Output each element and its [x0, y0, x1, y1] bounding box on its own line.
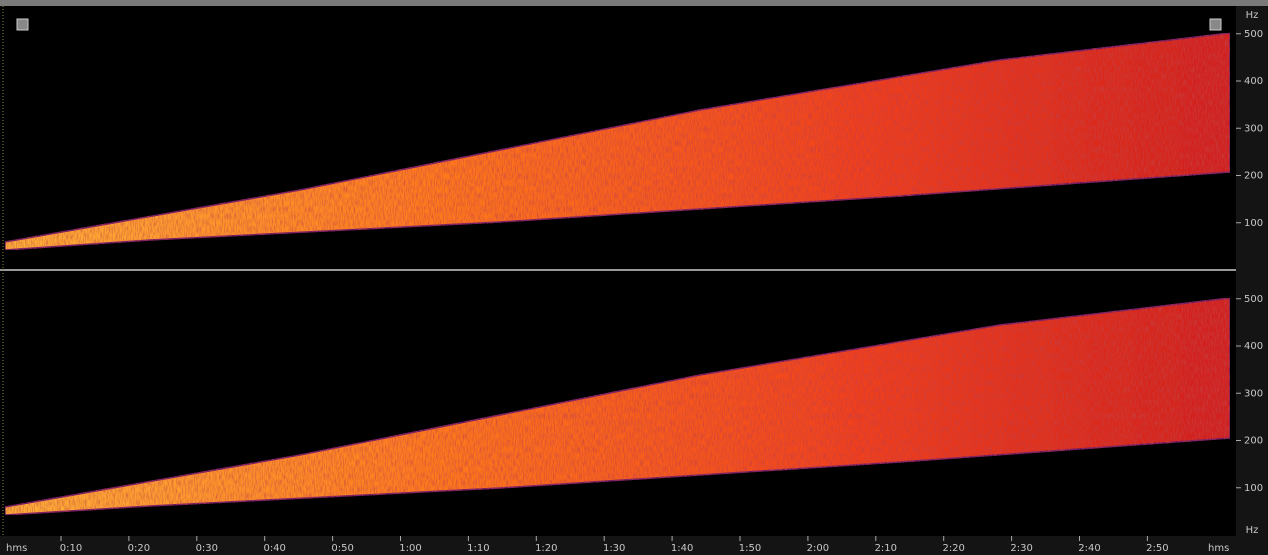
- top-bar: [0, 0, 1268, 6]
- tick-label: 2:10: [875, 543, 897, 554]
- frequency-ruler: [1236, 6, 1268, 555]
- unit-label: hms: [6, 543, 27, 554]
- tick-label: 300: [1244, 123, 1263, 134]
- tick-label: 400: [1244, 76, 1263, 87]
- tick-label: 300: [1244, 388, 1263, 399]
- tick-label: 0:50: [331, 543, 353, 554]
- tick-label: 1:30: [603, 543, 625, 554]
- tick-label: 1:50: [739, 543, 761, 554]
- tick-label: 1:10: [467, 543, 489, 554]
- tick-label: 500: [1244, 29, 1263, 40]
- zoom-button[interactable]: [1210, 19, 1221, 30]
- unit-label: Hz: [1246, 10, 1259, 21]
- unit-label: Hz: [1246, 525, 1259, 536]
- tick-label: 0:40: [263, 543, 285, 554]
- tick-label: 100: [1244, 483, 1263, 494]
- tick-label: 2:20: [942, 543, 964, 554]
- tick-label: 0:30: [196, 543, 218, 554]
- tick-label: 2:50: [1146, 543, 1168, 554]
- tick-label: 2:00: [807, 543, 829, 554]
- spectral-view: Hz 100 200 300 400 500 Hz 100 200 300 400 500 hms hms…: [0, 0, 1268, 555]
- tick-label: 400: [1244, 341, 1263, 352]
- tick-label: 200: [1244, 171, 1263, 182]
- tick-label: 100: [1244, 218, 1263, 229]
- unit-label: hms: [1208, 543, 1229, 554]
- tick-label: 1:20: [535, 543, 557, 554]
- tick-label: 200: [1244, 436, 1263, 447]
- tick-label: 0:10: [60, 543, 82, 554]
- tick-label: 1:00: [399, 543, 421, 554]
- tick-label: 1:40: [671, 543, 693, 554]
- zoom-button[interactable]: [17, 19, 28, 30]
- tick-label: 2:40: [1078, 543, 1100, 554]
- tick-label: 500: [1244, 294, 1263, 305]
- tick-label: 0:20: [128, 543, 150, 554]
- tick-label: 2:30: [1010, 543, 1032, 554]
